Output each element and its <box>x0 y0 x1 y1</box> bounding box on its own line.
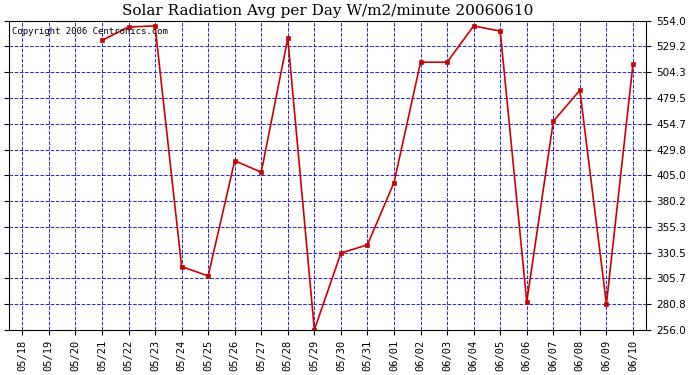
Text: Copyright 2006 Centronics.com: Copyright 2006 Centronics.com <box>12 27 168 36</box>
Title: Solar Radiation Avg per Day W/m2/minute 20060610: Solar Radiation Avg per Day W/m2/minute … <box>122 4 533 18</box>
